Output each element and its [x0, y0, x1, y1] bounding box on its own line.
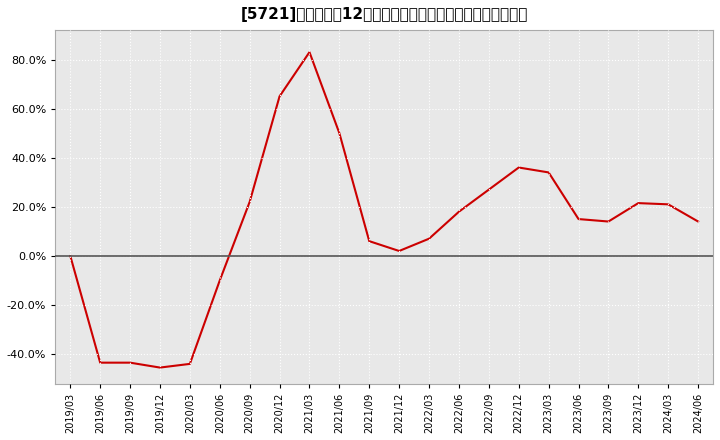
Title: [5721]　売上高の12か月移動合計の対前年同期増減率の推移: [5721] 売上高の12か月移動合計の対前年同期増減率の推移 — [240, 7, 528, 22]
